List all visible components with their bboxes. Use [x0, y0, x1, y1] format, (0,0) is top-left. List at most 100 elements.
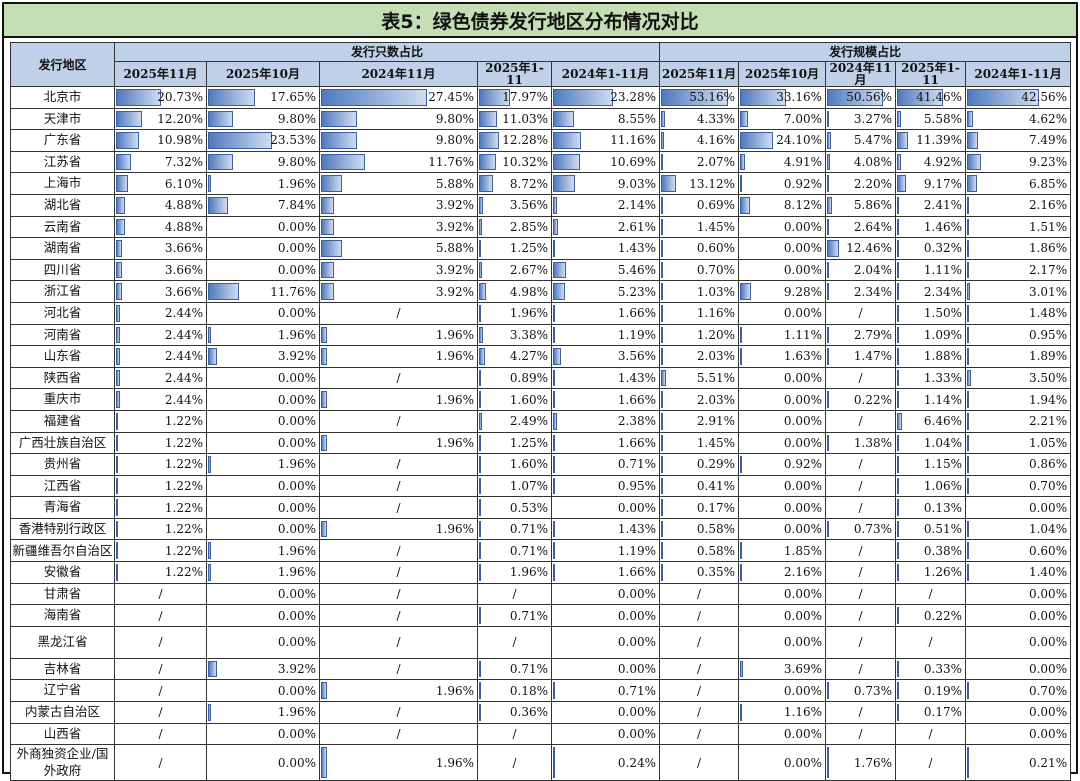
- data-bar: [321, 391, 327, 408]
- value-cell: 0.00%: [206, 301, 320, 325]
- data-bar: [553, 153, 580, 171]
- value-cell: /: [114, 744, 207, 781]
- data-bar: [553, 542, 555, 560]
- value-cell: /: [825, 496, 897, 519]
- value-cell: 0.00%: [965, 496, 1072, 519]
- data-bar: [479, 326, 484, 344]
- table-row: 上海市 6.10% 1.96% 5.88% 8.72% 9.03% 13.12% 0.92% 2…: [10, 172, 1072, 195]
- value-cell: 0.00%: [965, 625, 1072, 659]
- value-text: 1.11%: [923, 263, 963, 278]
- value-text: 9.80%: [277, 111, 316, 126]
- value-text: 1.96%: [509, 306, 548, 321]
- value-cell: /: [319, 604, 478, 627]
- value-text: 3.92%: [435, 219, 474, 234]
- value-cell: 1.45%: [659, 215, 740, 239]
- value-cell: 4.27%: [477, 345, 552, 368]
- value-cell: 5.47%: [825, 129, 897, 152]
- data-bar: [116, 564, 118, 581]
- value-text: 12.28%: [502, 133, 548, 148]
- value-text: 0.95%: [1028, 327, 1068, 342]
- value-text: 2.85%: [509, 219, 548, 234]
- header-period: 2024年1-11月: [965, 61, 1072, 87]
- data-bar: [740, 283, 752, 300]
- value-cell: 0.00%: [738, 679, 827, 703]
- value-text: 1.96%: [435, 435, 474, 450]
- data-bar: [661, 520, 664, 538]
- data-bar: [553, 520, 555, 538]
- value-cell: 0.00%: [206, 582, 320, 606]
- value-cell: /: [895, 744, 967, 781]
- value-cell: 1.09%: [895, 323, 967, 347]
- data-bar: [661, 477, 664, 495]
- value-text: 0.00%: [277, 755, 316, 770]
- value-cell: 2.38%: [550, 409, 661, 433]
- value-cell: 1.96%: [206, 453, 320, 476]
- value-cell: /: [659, 722, 740, 746]
- data-bar: [740, 456, 743, 473]
- data-bar: [740, 132, 773, 149]
- value-text: 1.96%: [277, 327, 316, 342]
- data-bar: [897, 660, 900, 678]
- data-bar: [208, 542, 212, 560]
- value-cell: 1.76%: [825, 744, 897, 781]
- value-cell: 12.46%: [825, 237, 897, 260]
- value-text: 0.00%: [277, 414, 316, 429]
- value-text: 2.16%: [1028, 198, 1068, 213]
- value-cell: 3.38%: [477, 323, 552, 347]
- data-bar: [116, 348, 120, 365]
- data-bar: [553, 240, 555, 257]
- value-cell: 5.23%: [550, 280, 661, 303]
- value-text: 9.03%: [617, 176, 657, 191]
- value-cell: 1.96%: [319, 517, 478, 541]
- value-cell: 0.60%: [965, 539, 1072, 563]
- value-text: 0.35%: [696, 565, 736, 580]
- value-text: /: [396, 457, 401, 472]
- value-text: 0.00%: [277, 306, 316, 321]
- value-text: /: [158, 586, 163, 601]
- data-bar: [967, 542, 970, 560]
- value-text: 1.22%: [164, 414, 203, 429]
- value-cell: 1.89%: [965, 345, 1072, 368]
- value-cell: 3.66%: [114, 258, 207, 282]
- data-bar: [479, 218, 483, 236]
- value-text: 5.51%: [696, 371, 736, 386]
- value-cell: 5.58%: [895, 107, 967, 131]
- value-cell: 9.23%: [965, 150, 1072, 174]
- value-text: 42.56%: [1021, 90, 1068, 105]
- value-text: 3.66%: [164, 241, 203, 256]
- value-text: /: [858, 457, 863, 472]
- value-cell: 0.00%: [206, 722, 320, 746]
- value-text: 1.50%: [923, 306, 963, 321]
- value-text: 1.96%: [435, 522, 474, 537]
- value-text: 0.00%: [277, 726, 316, 741]
- value-text: 1.04%: [1028, 522, 1068, 537]
- data-bar: [321, 89, 427, 106]
- data-bar: [479, 520, 481, 538]
- data-bar: [661, 456, 664, 473]
- region-name: 内蒙古自治区: [10, 701, 115, 724]
- value-cell: 0.00%: [550, 625, 661, 659]
- data-bar: [897, 391, 900, 408]
- data-bar: [208, 283, 239, 300]
- data-bar: [740, 660, 744, 678]
- value-text: /: [158, 705, 163, 720]
- value-text: 2.38%: [617, 414, 657, 429]
- value-text: 1.43%: [617, 371, 657, 386]
- value-text: 1.66%: [617, 306, 657, 321]
- value-cell: 0.73%: [825, 517, 897, 541]
- value-cell: 0.00%: [550, 657, 661, 681]
- data-bar: [479, 564, 481, 581]
- value-text: 3.50%: [1028, 371, 1068, 386]
- value-text: /: [396, 478, 401, 493]
- data-bar: [321, 110, 358, 128]
- value-cell: /: [825, 625, 897, 659]
- value-text: 1.85%: [783, 543, 823, 558]
- header-count-share: 发行只数占比: [113, 42, 661, 62]
- value-text: 0.00%: [783, 219, 823, 234]
- value-cell: 0.17%: [659, 496, 740, 519]
- value-text: 0.17%: [923, 705, 963, 720]
- value-cell: 1.66%: [550, 561, 661, 584]
- table-row: 江西省 1.22% 0.00% / 1.07% 0.95% 0.41% 0.00% / 1.06%…: [10, 474, 1072, 498]
- value-text: 8.72%: [509, 176, 548, 191]
- data-bar: [116, 89, 162, 106]
